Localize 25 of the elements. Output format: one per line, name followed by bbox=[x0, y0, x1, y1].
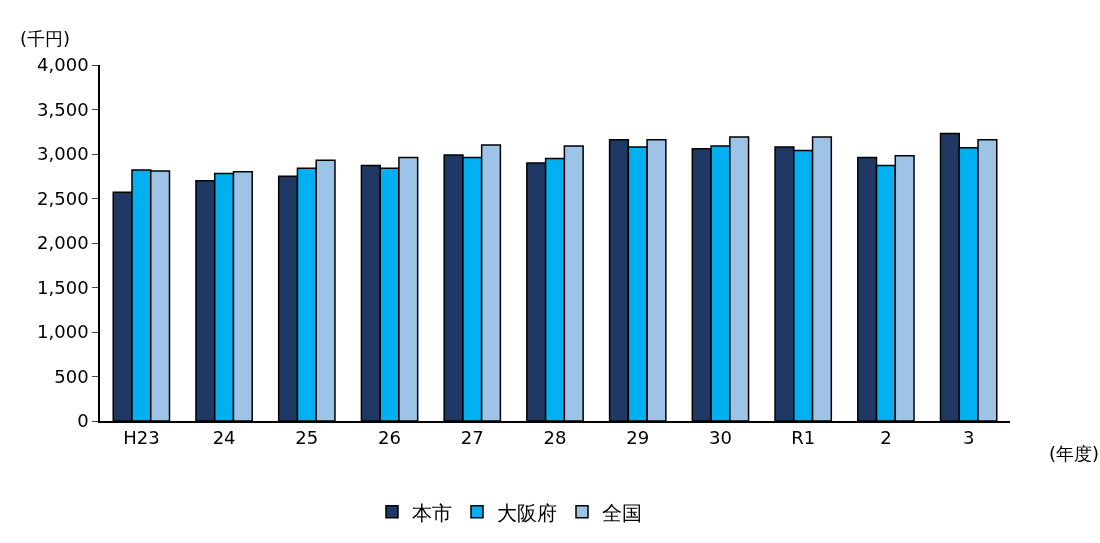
y-tick-label: 0 bbox=[77, 410, 89, 432]
x-tick-label: 29 bbox=[626, 427, 650, 449]
x-tick-label: 2 bbox=[880, 427, 892, 449]
y-tick-label: 1,500 bbox=[37, 276, 89, 298]
x-tick-label: 30 bbox=[709, 427, 732, 449]
x-tick-label: 25 bbox=[295, 427, 319, 449]
legend-label: 本市 bbox=[412, 500, 452, 525]
y-tick-label: 1,000 bbox=[37, 321, 89, 343]
x-axis-title: (年度) bbox=[1049, 443, 1100, 464]
x-tick-label: H23 bbox=[123, 427, 160, 449]
x-tick-label: 26 bbox=[378, 427, 401, 449]
y-tick-label: 500 bbox=[54, 365, 89, 387]
x-tick-label: 28 bbox=[543, 427, 567, 449]
y-tick-label: 4,000 bbox=[37, 54, 89, 76]
legend-label: 大阪府 bbox=[497, 500, 557, 525]
x-tick-label: 27 bbox=[460, 427, 484, 449]
y-tick-label: 2,500 bbox=[37, 187, 89, 209]
x-tick-label: 24 bbox=[212, 427, 236, 449]
x-tick-label: 3 bbox=[962, 427, 975, 449]
legend-label: 全国 bbox=[602, 500, 642, 525]
y-tick-label: 3,500 bbox=[37, 98, 89, 120]
x-tick-label: R1 bbox=[791, 427, 816, 449]
y-tick-label: 3,000 bbox=[37, 143, 89, 165]
y-tick-label: 2,000 bbox=[37, 232, 89, 254]
y-axis-title: (千円) bbox=[20, 28, 71, 49]
